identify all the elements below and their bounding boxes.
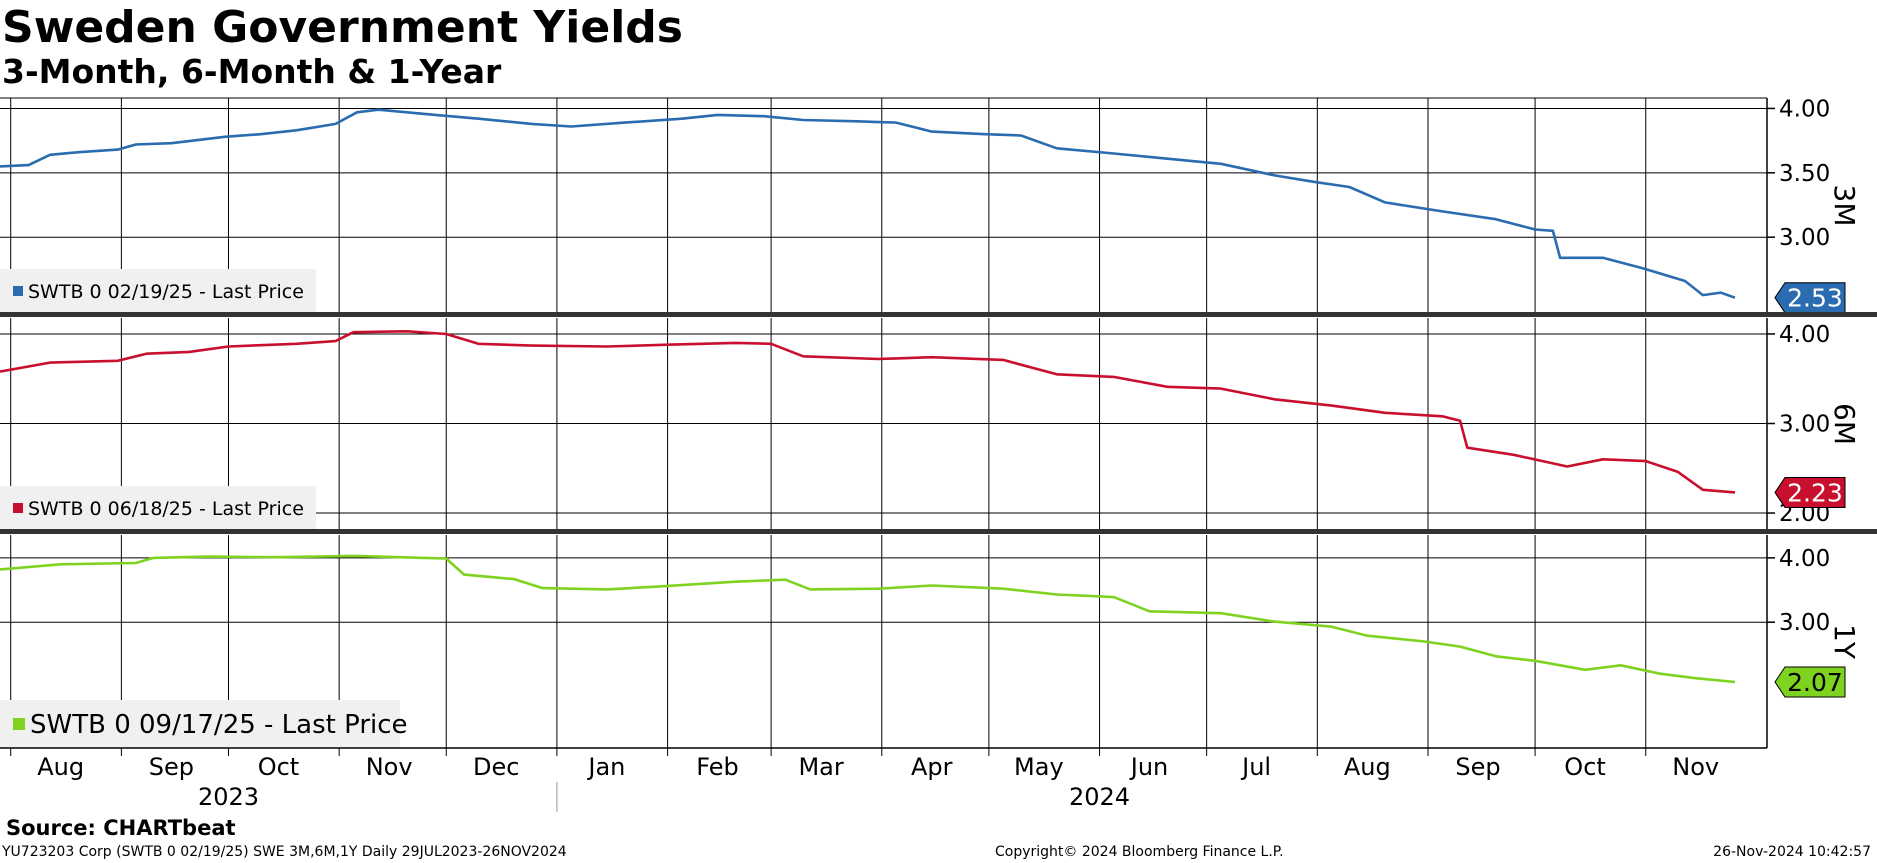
last-value-text: 2.53 xyxy=(1787,284,1843,313)
x-tick-label: Jun xyxy=(1129,753,1169,781)
last-value-badge-6m: 2.23 xyxy=(1774,476,1846,508)
panel-separator xyxy=(0,312,1877,317)
y-tick-label: 3.50 xyxy=(1779,161,1830,187)
legend-background xyxy=(0,700,400,748)
badge-shape xyxy=(1774,666,1846,698)
last-value-text: 2.23 xyxy=(1787,478,1843,507)
y-tick-label: 4.00 xyxy=(1779,322,1830,348)
yield-chart: 4.00 3.50 3.00 2.53 3M SWTB 0 02/19/25 - Last… xyxy=(0,96,1877,812)
series-line-6m xyxy=(0,329,1736,494)
footer-copyright: Copyright© 2024 Bloomberg Finance L.P. xyxy=(995,844,1284,860)
x-tick-label: Jul xyxy=(1240,753,1271,781)
y-tick-label: 4.00 xyxy=(1779,546,1830,572)
x-axis: Aug Sep Oct Nov Dec Jan Feb Mar Apr May Jun Jul Aug S… xyxy=(0,747,1767,812)
x-tick-label: Jan xyxy=(586,753,625,781)
x-tick-label: Nov xyxy=(366,753,413,781)
x-year-label: 2023 xyxy=(198,783,259,811)
panel-axis-label: 6M xyxy=(1828,403,1861,445)
x-tick-label: Mar xyxy=(798,753,843,781)
x-tick-label: Apr xyxy=(911,753,953,781)
footer-ticker-info: YU723203 Corp (SWTB 0 02/19/25) SWE 3M,6… xyxy=(2,844,567,860)
last-value-badge-3m: 2.53 xyxy=(1774,282,1846,314)
footer-timestamp: 26-Nov-2024 10:42:57 xyxy=(1713,844,1871,860)
panel-1y: 4.00 3.00 2.07 1Y SWTB 0 09/17/25 - Last Pri… xyxy=(0,535,1861,748)
source-label: Source: CHARTbeat xyxy=(6,816,236,840)
x-tick-label: Sep xyxy=(149,753,194,781)
legend-3m: SWTB 0 02/19/25 - Last Price xyxy=(0,269,316,313)
y-tick-label: 3.00 xyxy=(1779,610,1830,636)
legend-background xyxy=(0,269,316,313)
y-tick-label: 3.00 xyxy=(1779,225,1830,251)
x-tick-label: Aug xyxy=(1344,753,1391,781)
x-tick-label: May xyxy=(1014,753,1064,781)
series-line-1y xyxy=(0,554,1736,684)
panels-layer: 4.00 3.50 3.00 2.53 3M SWTB 0 02/19/25 - Last… xyxy=(0,96,1877,748)
series-line-3m xyxy=(0,108,1736,299)
legend-1y: SWTB 0 09/17/25 - Last Price xyxy=(0,700,408,748)
legend-label: SWTB 0 09/17/25 - Last Price xyxy=(30,710,408,740)
last-value-text: 2.07 xyxy=(1787,668,1843,697)
x-tick-label: Dec xyxy=(473,753,519,781)
x-tick-label: Aug xyxy=(37,753,84,781)
x-tick-label: Nov xyxy=(1672,753,1719,781)
legend-swatch xyxy=(13,718,25,730)
badge-shape xyxy=(1774,476,1846,508)
x-tick-label: Feb xyxy=(696,753,739,781)
legend-6m: SWTB 0 06/18/25 - Last Price xyxy=(0,486,316,530)
chart-title: Sweden Government Yields xyxy=(2,2,683,53)
legend-swatch xyxy=(13,286,23,296)
panel-axis-label: 1Y xyxy=(1828,624,1861,660)
panel-separator xyxy=(0,529,1877,534)
y-tick-label: 4.00 xyxy=(1779,96,1830,122)
legend-label: SWTB 0 06/18/25 - Last Price xyxy=(28,498,304,520)
last-value-badge-1y: 2.07 xyxy=(1774,666,1846,698)
x-tick-label: Oct xyxy=(258,753,300,781)
badge-shape xyxy=(1774,282,1846,314)
panel-axis-label: 3M xyxy=(1828,185,1861,227)
x-year-label: 2024 xyxy=(1069,783,1130,811)
y-tick-label: 3.00 xyxy=(1779,412,1830,438)
x-tick-label: Sep xyxy=(1455,753,1500,781)
x-tick-label: Oct xyxy=(1564,753,1606,781)
panel-3m: 4.00 3.50 3.00 2.53 3M SWTB 0 02/19/25 - Last… xyxy=(0,96,1861,314)
chart-subtitle: 3-Month, 6-Month & 1-Year xyxy=(2,52,502,91)
legend-background xyxy=(0,486,316,530)
legend-swatch xyxy=(13,503,23,513)
legend-label: SWTB 0 02/19/25 - Last Price xyxy=(28,281,304,303)
